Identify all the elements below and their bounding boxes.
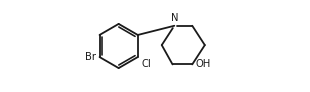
Text: Br: Br <box>85 52 96 62</box>
Text: N: N <box>170 13 178 23</box>
Text: Cl: Cl <box>141 59 151 69</box>
Text: OH: OH <box>196 59 211 69</box>
